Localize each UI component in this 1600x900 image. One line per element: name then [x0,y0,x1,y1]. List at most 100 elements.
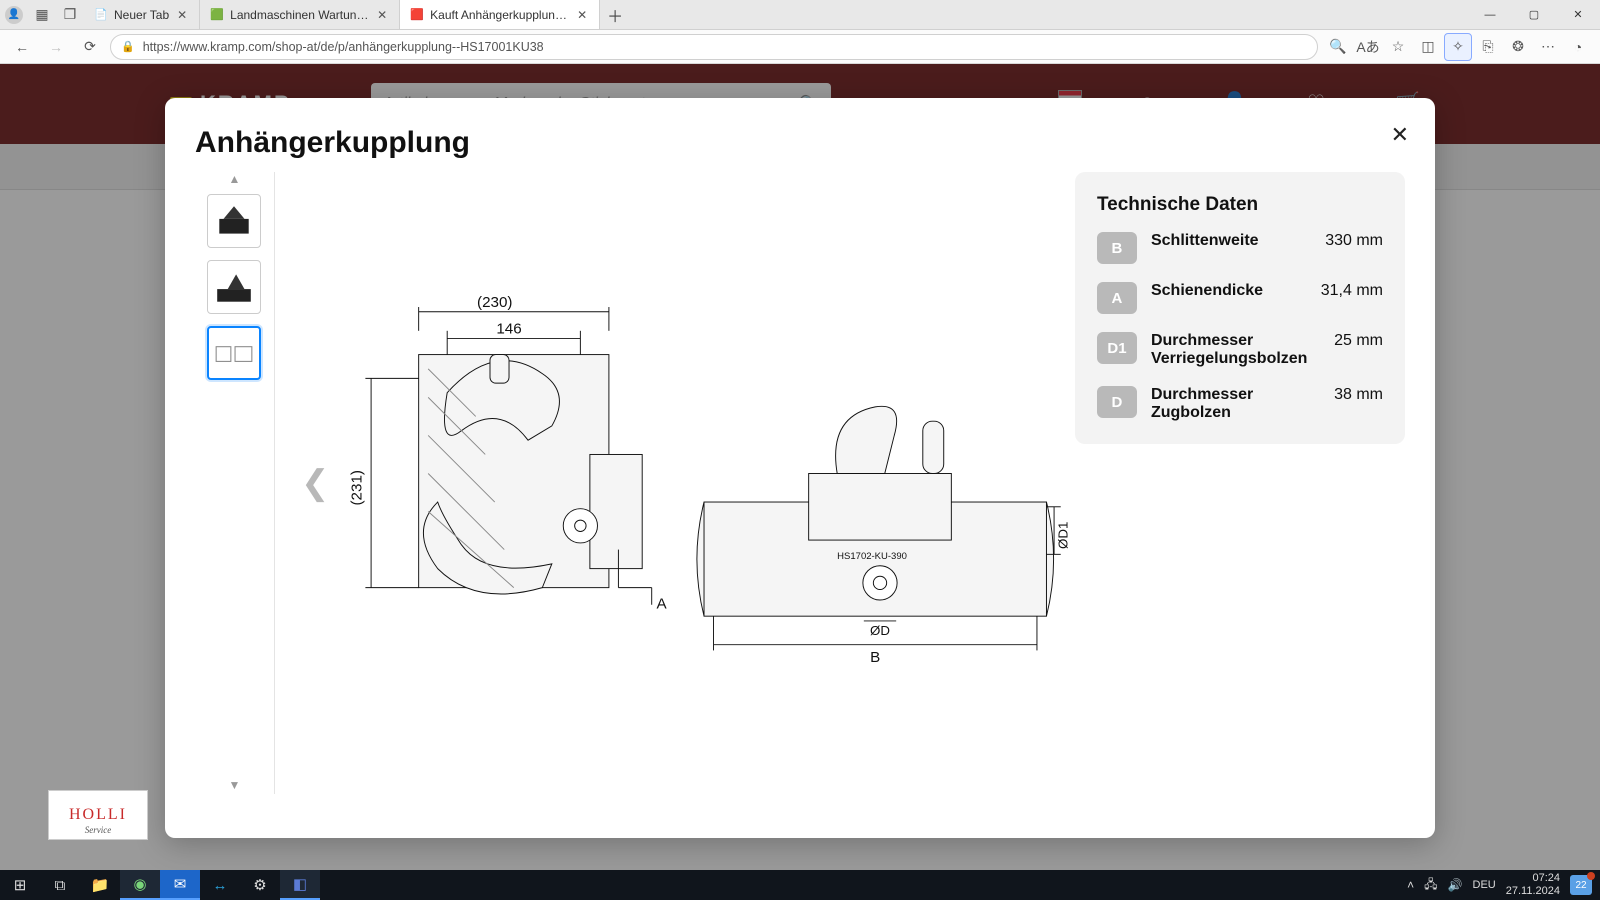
new-tab-button[interactable]: ＋ [600,0,630,29]
spec-value: 330 mm [1325,232,1383,250]
spec-code: B [1097,232,1137,264]
browser-essentials-icon[interactable]: ❂ [1504,33,1532,61]
app-1-icon[interactable]: ◉ [120,870,160,900]
forward-button[interactable]: → [42,33,70,61]
svg-text:ØD: ØD [870,623,890,638]
workspaces-icon[interactable]: ▦ [28,1,56,29]
page-viewport: KRAMP Artikelnummer, Marke oder Stichwor… [0,64,1600,870]
volume-icon[interactable]: 🔊 [1448,878,1463,892]
minimize-button[interactable]: — [1468,0,1512,30]
modal-overlay[interactable]: Anhängerkupplung ✕ ▲ ▼ [0,64,1600,870]
main-image-view: ❮ (230) [274,172,1075,794]
tab-2[interactable]: 🟩 Landmaschinen Wartung - Angeb ✕ [200,0,400,29]
favorite-icon[interactable]: ☆ [1384,33,1412,61]
spec-label: Schlittenweite [1151,232,1311,250]
spec-code: A [1097,282,1137,314]
maximize-button[interactable]: ▢ [1512,0,1556,30]
thumbs-down-button[interactable]: ▼ [229,778,241,794]
person-icon: 👤 [5,6,23,24]
outlook-icon[interactable]: ✉ [160,870,200,900]
tab-strip: 📄 Neuer Tab ✕ 🟩 Landmaschinen Wartung - … [84,0,1468,29]
teamviewer-icon[interactable]: ↔ [200,870,240,900]
address-bar[interactable]: 🔒 https://www.kramp.com/shop-at/de/p/anh… [110,34,1318,60]
windows-taskbar: ⊞ ⧉ 📁 ◉ ✉ ↔ ⚙ ◧ ˄ 🖧 🔊 DEU 07:24 27.11.20… [0,870,1600,900]
close-icon[interactable]: ✕ [375,8,389,22]
notification-count: 22 [1575,880,1586,891]
svg-text:146: 146 [496,321,521,338]
notification-center[interactable]: 22 [1570,875,1592,895]
spec-label: Schienendicke [1151,282,1307,300]
watermark-sub: Service [85,825,111,835]
prev-image-button[interactable]: ❮ [301,463,330,503]
spec-row: B Schlittenweite 330 mm [1097,232,1383,264]
tab-title: Landmaschinen Wartung - Angeb [230,8,369,22]
tray-chevron-icon[interactable]: ˄ [1407,878,1414,892]
start-button[interactable]: ⊞ [0,870,40,900]
extensions-icon[interactable]: ✧ [1444,33,1472,61]
close-window-button[interactable]: ✕ [1556,0,1600,30]
modal-title: Anhängerkupplung [195,126,1405,160]
spec-value: 25 mm [1334,332,1383,350]
svg-text:(230): (230) [477,294,513,311]
window-controls: — ▢ ✕ [1468,0,1600,30]
image-modal: Anhängerkupplung ✕ ▲ ▼ [165,98,1435,838]
close-icon[interactable]: ✕ [175,8,189,22]
collections-icon[interactable]: ⎘ [1474,33,1502,61]
spec-row: A Schienendicke 31,4 mm [1097,282,1383,314]
split-screen-icon[interactable]: ◫ [1414,33,1442,61]
spec-row: D Durchmesser Zugbolzen 38 mm [1097,386,1383,422]
browser-toolbar: ← → ⟳ 🔒 https://www.kramp.com/shop-at/de… [0,30,1600,64]
page-icon: 🟩 [210,8,224,22]
explorer-icon[interactable]: 📁 [80,870,120,900]
spec-panel: Technische Daten B Schlittenweite 330 mm… [1075,172,1405,444]
refresh-button[interactable]: ⟳ [76,33,104,61]
spec-row: D1 Durchmesser Verriegelungsbolzen 25 mm [1097,332,1383,368]
tab-title: Neuer Tab [114,8,169,22]
task-view-button[interactable]: ⧉ [40,870,80,900]
thumbnail-column: ▲ ▼ [195,172,274,794]
browser-titlebar: 👤 ▦ ❐ 📄 Neuer Tab ✕ 🟩 Landmaschinen Wart… [0,0,1600,30]
spec-label: Durchmesser Verriegelungsbolzen [1151,332,1320,368]
tab-title: Kauft Anhängerkupplung - KRAM [430,8,569,22]
svg-text:B: B [870,649,880,666]
svg-text:A: A [656,596,667,613]
spec-code: D1 [1097,332,1137,364]
spec-value: 31,4 mm [1321,282,1383,300]
profile-button[interactable]: 👤 [0,6,28,24]
svg-text:(231): (231) [349,470,366,506]
svg-text:HS1702-KU-390: HS1702-KU-390 [837,551,907,562]
zoom-icon[interactable]: 🔍 [1324,33,1352,61]
language-indicator[interactable]: DEU [1473,879,1496,891]
close-icon[interactable]: ✕ [575,8,589,22]
spec-label: Durchmesser Zugbolzen [1151,386,1320,422]
page-icon: 🟥 [410,8,424,22]
app-2-icon[interactable]: ◧ [280,870,320,900]
thumbs-up-button[interactable]: ▲ [229,172,241,188]
back-button[interactable]: ← [8,33,36,61]
technical-drawing: (230) 146 [295,172,1075,794]
thumbnail-1[interactable] [207,194,261,248]
url-text: https://www.kramp.com/shop-at/de/p/anhän… [143,40,544,54]
spec-code: D [1097,386,1137,418]
tab-1[interactable]: 📄 Neuer Tab ✕ [84,0,200,29]
spec-title: Technische Daten [1097,194,1383,216]
svg-text:ØD1: ØD1 [1055,522,1070,549]
clock-time: 07:24 [1506,872,1560,885]
copilot-icon[interactable]: ◔ [1564,33,1592,61]
spec-value: 38 mm [1334,386,1383,404]
watermark-logo: HOLLI Service [48,790,148,840]
lock-icon: 🔒 [121,40,135,53]
modal-close-button[interactable]: ✕ [1391,122,1409,148]
read-aloud-icon[interactable]: Aあ [1354,33,1382,61]
page-icon: 📄 [94,8,108,22]
settings-icon[interactable]: ⚙ [240,870,280,900]
tab-3[interactable]: 🟥 Kauft Anhängerkupplung - KRAM ✕ [400,0,600,29]
system-clock[interactable]: 07:24 27.11.2024 [1506,872,1560,897]
thumbnail-3[interactable] [207,326,261,380]
more-icon[interactable]: ⋯ [1534,33,1562,61]
clock-date: 27.11.2024 [1506,885,1560,898]
watermark-brand: HOLLI [69,806,127,824]
tab-actions-icon[interactable]: ❐ [56,1,84,29]
thumbnail-2[interactable] [207,260,261,314]
network-icon[interactable]: 🖧 [1424,875,1437,896]
